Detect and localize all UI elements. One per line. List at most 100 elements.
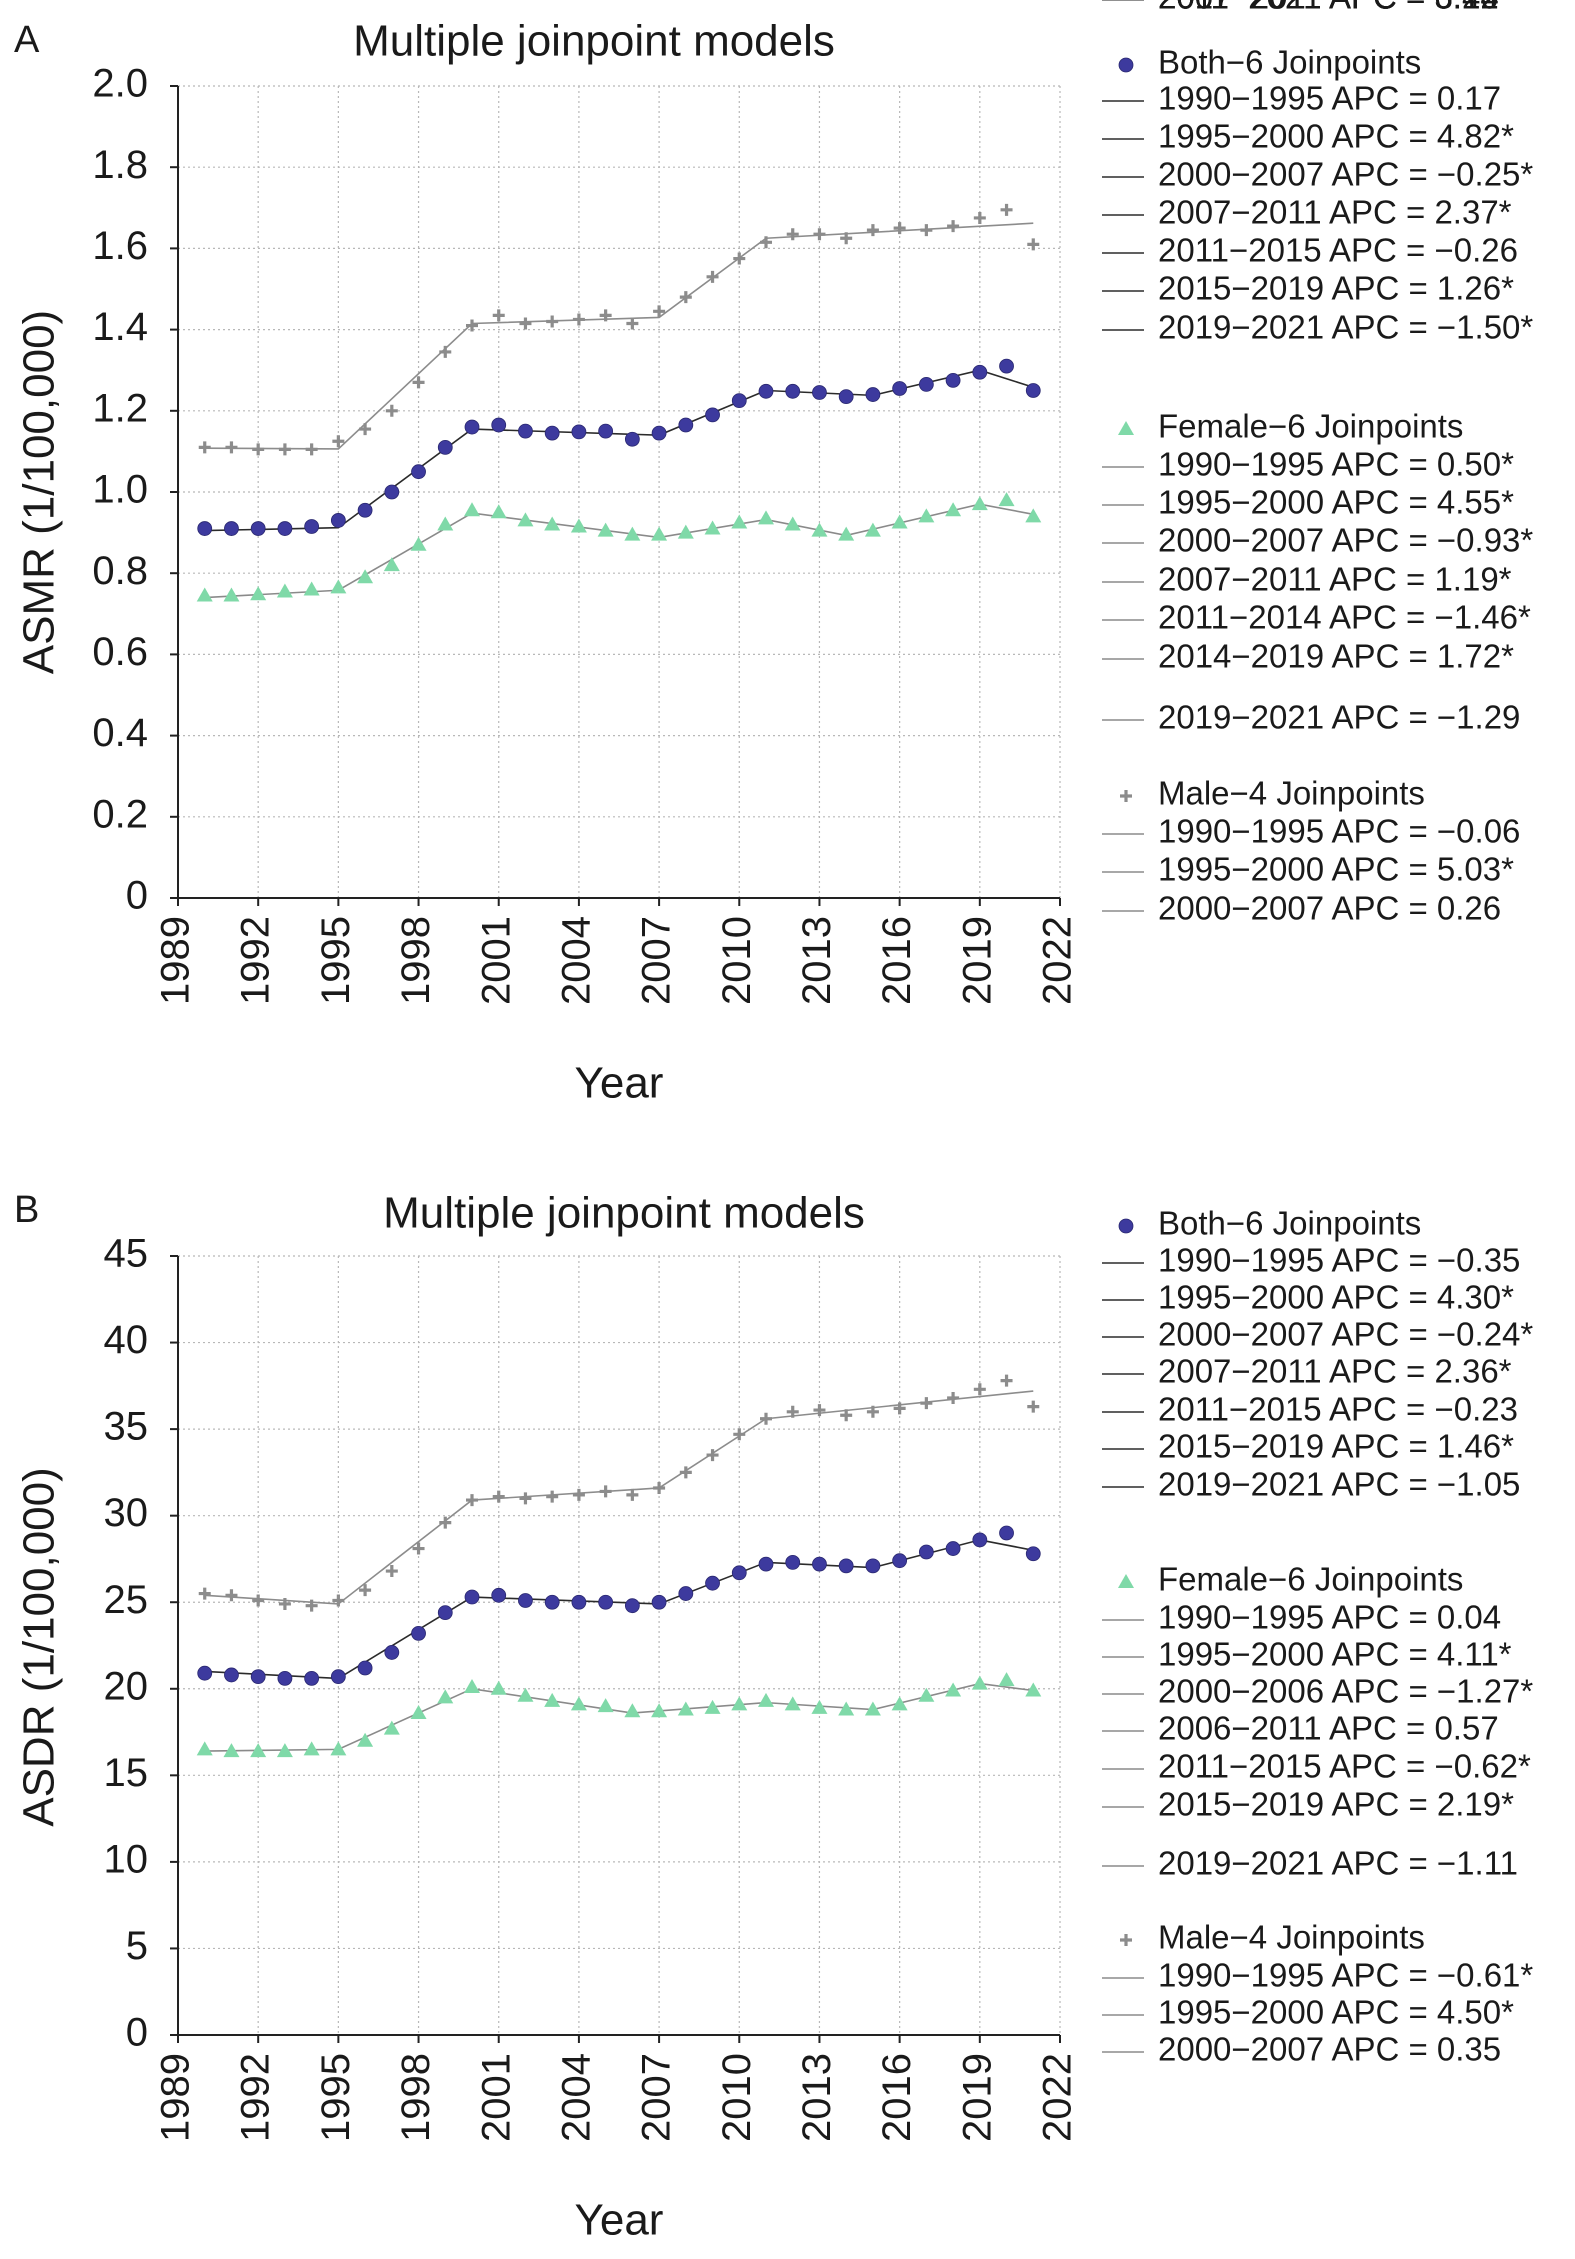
y-tick-label: 20	[104, 1664, 149, 1708]
legend-segment-label: 2019−2021 APC = −1.29	[1158, 699, 1520, 736]
data-point	[945, 372, 961, 388]
data-point	[490, 504, 507, 519]
legend-segment-label: 2007−2011 APC = 3.14*	[1158, 0, 1512, 16]
data-point	[840, 1409, 853, 1422]
data-point	[653, 1481, 666, 1494]
data-point	[1000, 203, 1013, 216]
legend-segment-label: 2007−2011 APC = 2.36*	[1158, 1353, 1512, 1390]
legend-series-label: Both−6 Joinpoints	[1158, 44, 1421, 81]
data-point	[920, 1397, 933, 1410]
y-tick-label: 1.0	[92, 468, 148, 512]
legend-segment-label: 1990−1995 APC = −0.61*	[1158, 1957, 1533, 1994]
x-tick-label: 2016	[875, 916, 919, 1005]
data-point	[1025, 508, 1042, 523]
data-point	[277, 521, 293, 536]
data-point	[918, 1687, 935, 1702]
data-point	[571, 424, 587, 440]
data-point	[599, 1485, 612, 1498]
data-point	[838, 526, 855, 541]
data-point	[332, 435, 345, 448]
data-point	[758, 510, 774, 525]
data-point	[813, 1404, 826, 1417]
data-point	[439, 1516, 452, 1529]
legend-segment-label: 2000−2007 APC = −0.25*	[1158, 156, 1533, 193]
data-point	[731, 1565, 747, 1581]
data-point	[197, 521, 213, 536]
data-point	[998, 1672, 1015, 1687]
panel-letter: B	[14, 1189, 39, 1231]
data-point	[758, 1556, 774, 1572]
data-point	[918, 1544, 934, 1560]
legend-marker	[1118, 57, 1134, 73]
data-point	[786, 228, 799, 241]
x-tick-label: 2019	[955, 2053, 999, 2142]
x-tick-label: 2022	[1036, 2053, 1080, 2142]
fitted-joinpoint-line	[204, 1682, 1034, 1752]
data-point	[437, 439, 453, 455]
data-point	[812, 385, 827, 400]
y-tick-label: 1.4	[92, 305, 148, 349]
data-point	[225, 1589, 238, 1602]
data-point	[945, 502, 962, 517]
data-point	[383, 1720, 400, 1735]
x-tick-label: 1998	[394, 2053, 438, 2142]
y-tick-label: 10	[104, 1837, 149, 1881]
data-point	[624, 1703, 641, 1718]
legend-marker	[1118, 1574, 1134, 1588]
data-point	[891, 514, 908, 529]
data-point	[1025, 1682, 1042, 1697]
data-point	[519, 1492, 532, 1505]
data-point	[544, 516, 561, 531]
y-tick-label: 25	[104, 1578, 149, 1622]
data-point	[864, 1701, 881, 1716]
data-point	[945, 1682, 962, 1697]
data-point	[784, 1696, 801, 1711]
data-point	[733, 1428, 746, 1441]
data-point	[811, 522, 828, 537]
data-point	[223, 1743, 240, 1758]
data-point	[598, 1594, 614, 1610]
data-point	[196, 587, 213, 602]
y-tick-label: 0.2	[92, 792, 148, 836]
legend-segment-label: 2019−2021 APC = −1.05	[1158, 1466, 1520, 1503]
legend-segment-label: 1990−1995 APC = 0.04	[1158, 1599, 1501, 1636]
data-point	[518, 423, 533, 439]
legend-series-label: Female−6 Joinpoints	[1158, 408, 1463, 445]
panel-letter: A	[14, 19, 40, 61]
data-point	[464, 1679, 480, 1694]
y-tick-label: 0	[126, 874, 148, 918]
legend-segment-label: 2015−2019 APC = 1.46*	[1158, 1428, 1514, 1465]
data-point	[304, 1670, 320, 1686]
legend-segment-label: 2015−2019 APC = 1.26*	[1158, 270, 1514, 307]
data-point	[731, 514, 748, 529]
data-point	[653, 305, 666, 318]
data-point	[384, 1645, 400, 1660]
series-male	[198, 203, 1040, 456]
data-point	[784, 516, 801, 531]
data-point	[1000, 1374, 1013, 1387]
legend-segment-label: 2007−2011 APC = 2.37*	[1158, 194, 1512, 231]
data-point	[973, 1383, 986, 1396]
data-point	[624, 1598, 640, 1614]
legend-segment-label: 2011−2015 APC = −0.62*	[1158, 1748, 1531, 1785]
data-point	[651, 1703, 668, 1718]
data-point	[918, 377, 934, 392]
data-point	[384, 484, 400, 500]
data-point	[437, 516, 454, 531]
grid	[177, 85, 1061, 899]
legend-segment-label: 2014−2019 APC = 1.72*	[1158, 638, 1514, 675]
x-tick-label: 2022	[1036, 916, 1080, 1005]
series-both	[197, 358, 1041, 536]
data-point	[704, 520, 721, 535]
data-point	[678, 1586, 694, 1601]
legend-segment-label: 1995−2000 APC = 4.82*	[1158, 118, 1514, 155]
x-tick-label: 2001	[474, 2053, 518, 2142]
legend-segment-label: 1990−1995 APC = −0.35	[1158, 1242, 1520, 1279]
data-point	[252, 1594, 265, 1607]
data-point	[1025, 383, 1041, 398]
fitted-joinpoint-line	[204, 369, 1034, 532]
legend-segment-label: 1990−1995 APC = −0.06	[1158, 813, 1520, 850]
data-point	[198, 441, 211, 454]
data-point	[945, 1541, 961, 1556]
data-point	[411, 464, 426, 480]
